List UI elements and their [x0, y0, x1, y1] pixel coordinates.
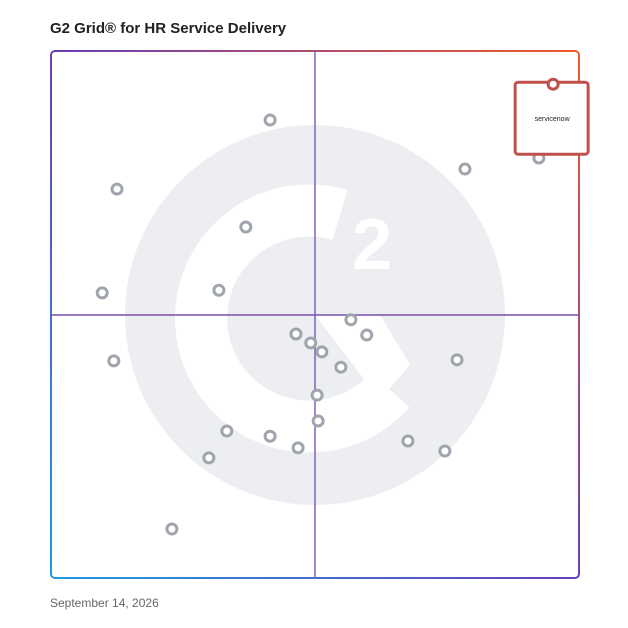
date: September 14, 2026 [50, 596, 159, 610]
point [165, 522, 179, 536]
point [315, 345, 329, 359]
point [289, 327, 303, 341]
point [401, 434, 415, 448]
point [110, 182, 124, 196]
point [310, 388, 324, 402]
vendor-label: servicenow [535, 116, 571, 123]
point [220, 424, 234, 438]
point [239, 220, 253, 234]
point [95, 286, 109, 300]
point [344, 313, 358, 327]
point [334, 360, 348, 374]
point [212, 283, 226, 297]
chart-title: G2 Grid® for HR Service Delivery [50, 20, 287, 37]
point [304, 336, 318, 350]
point [360, 328, 374, 342]
point [458, 162, 472, 176]
point [291, 441, 305, 455]
svg-text:2: 2 [352, 205, 392, 285]
point [438, 444, 452, 458]
point [202, 451, 216, 465]
point [107, 354, 121, 368]
point [311, 414, 325, 428]
point [263, 429, 277, 443]
point [450, 353, 464, 367]
point [546, 77, 560, 91]
point [263, 113, 277, 127]
